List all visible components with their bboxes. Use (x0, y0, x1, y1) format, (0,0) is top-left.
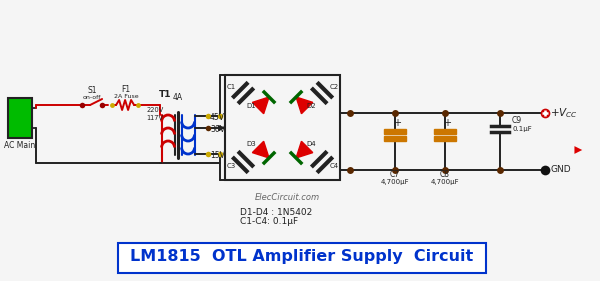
Text: C9: C9 (512, 116, 522, 125)
Text: C3: C3 (226, 163, 236, 169)
Text: D2: D2 (307, 103, 316, 108)
Text: C1: C1 (226, 84, 236, 90)
Text: C8: C8 (440, 170, 450, 179)
Text: S1: S1 (88, 86, 97, 95)
Text: $+V_{CC}$: $+V_{CC}$ (550, 106, 578, 120)
Text: +: + (393, 118, 401, 128)
Text: C2: C2 (329, 84, 338, 90)
Bar (118, 243, 486, 273)
Text: 4,700μF: 4,700μF (381, 179, 409, 185)
Text: GND: GND (550, 166, 571, 175)
Bar (8, 98, 32, 138)
Text: +: + (443, 118, 451, 128)
Text: 4A: 4A (173, 93, 183, 102)
Text: 117V: 117V (146, 115, 164, 121)
Polygon shape (253, 141, 269, 158)
Text: F1: F1 (122, 85, 131, 94)
Text: D1-D4 : 1N5402: D1-D4 : 1N5402 (240, 208, 313, 217)
Text: C7: C7 (390, 170, 400, 179)
Text: D3: D3 (247, 140, 256, 146)
Text: 45V: 45V (210, 112, 225, 121)
Text: AC Main: AC Main (4, 141, 36, 150)
Text: 30V: 30V (210, 124, 225, 133)
Text: LM1815  OTL Amplifier Supply  Circuit: LM1815 OTL Amplifier Supply Circuit (130, 249, 473, 264)
Polygon shape (296, 97, 313, 114)
Bar (384, 136, 406, 141)
Text: 2A Fuse: 2A Fuse (114, 94, 139, 99)
Bar (384, 129, 406, 134)
Bar (434, 129, 456, 134)
Text: 220V: 220V (146, 107, 164, 113)
Text: D4: D4 (307, 140, 316, 146)
Polygon shape (253, 97, 269, 114)
Text: C4: C4 (329, 163, 338, 169)
Polygon shape (296, 141, 313, 158)
Text: 4,700μF: 4,700μF (431, 179, 460, 185)
Bar (434, 136, 456, 141)
Text: C1-C4: 0.1μF: C1-C4: 0.1μF (240, 217, 298, 226)
Text: T1: T1 (159, 90, 172, 99)
Text: ElecCircuit.com: ElecCircuit.com (255, 193, 320, 202)
Bar (225, 75, 340, 180)
Text: on-off: on-off (83, 95, 101, 100)
Text: D1: D1 (247, 103, 256, 108)
Text: 0.1μF: 0.1μF (512, 126, 532, 132)
Text: 15V: 15V (210, 151, 225, 160)
